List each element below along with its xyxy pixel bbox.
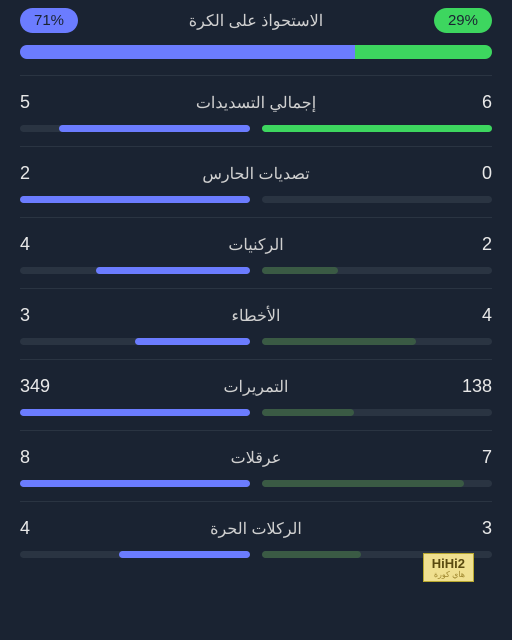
stat-left-value: 349 [20,376,60,397]
watermark-sub: هاي كورة [432,571,465,580]
stat-label: الأخطاء [232,306,281,326]
stat-label: تصديات الحارس [202,164,309,184]
stat-header: 4 الركلات الحرة 3 [20,518,492,539]
stat-right-track [262,125,492,132]
stat-right-value: 0 [452,163,492,184]
watermark: HiHi2 هاي كورة [423,553,474,582]
stat-right-fill [262,267,338,274]
stat-bars [20,267,492,274]
possession-title: الاستحواذ على الكرة [189,11,323,31]
stat-bars [20,338,492,345]
stat-right-fill [262,338,416,345]
stat-label: الركلات الحرة [210,519,302,539]
stat-left-track [20,480,250,487]
stat-left-fill [59,125,250,132]
stat-left-track [20,409,250,416]
stat-right-track [262,267,492,274]
stat-row: 4 الركنيات 2 [20,217,492,288]
stat-row: 349 التمريرات 138 [20,359,492,430]
possession-bar-left [20,45,355,59]
stat-header: 2 تصديات الحارس 0 [20,163,492,184]
stat-left-value: 5 [20,92,60,113]
stat-left-fill [20,409,250,416]
stat-left-track [20,267,250,274]
watermark-main: HiHi2 [432,557,465,571]
stat-right-value: 2 [452,234,492,255]
stat-row: 4 الركلات الحرة 3 [20,501,492,572]
stat-right-track [262,480,492,487]
stat-bars [20,480,492,487]
stat-left-track [20,125,250,132]
stat-right-value: 7 [452,447,492,468]
stat-left-value: 4 [20,518,60,539]
stat-left-fill [135,338,250,345]
stat-row: 3 الأخطاء 4 [20,288,492,359]
stat-row: 2 تصديات الحارس 0 [20,146,492,217]
stat-left-fill [119,551,250,558]
stat-right-fill [262,125,492,132]
stat-bars [20,125,492,132]
possession-header: 71% الاستحواذ على الكرة 29% [20,8,492,33]
stat-header: 349 التمريرات 138 [20,376,492,397]
possession-bar [20,45,492,59]
stat-bars [20,196,492,203]
stat-header: 4 الركنيات 2 [20,234,492,255]
stat-left-fill [96,267,250,274]
stat-label: إجمالي التسديدات [196,93,316,113]
stat-bars [20,409,492,416]
stat-header: 3 الأخطاء 4 [20,305,492,326]
stat-label: التمريرات [223,377,288,397]
stat-right-fill [262,480,464,487]
stat-left-value: 8 [20,447,60,468]
stat-left-track [20,338,250,345]
stat-left-fill [20,480,250,487]
stat-bars [20,551,492,558]
stat-right-value: 4 [452,305,492,326]
stat-right-track [262,338,492,345]
stat-right-value: 3 [452,518,492,539]
stat-header: 8 عرقلات 7 [20,447,492,468]
stat-right-track [262,196,492,203]
stat-header: 5 إجمالي التسديدات 6 [20,92,492,113]
stat-left-track [20,196,250,203]
stat-left-value: 4 [20,234,60,255]
stat-row: 5 إجمالي التسديدات 6 [20,75,492,146]
stat-row: 8 عرقلات 7 [20,430,492,501]
stat-left-value: 2 [20,163,60,184]
stat-right-track [262,409,492,416]
possession-right-percent: 29% [434,8,492,33]
stat-right-fill [262,551,361,558]
stat-left-track [20,551,250,558]
possession-left-percent: 71% [20,8,78,33]
possession-section: 71% الاستحواذ على الكرة 29% [20,8,492,59]
possession-bar-right [355,45,492,59]
stat-right-value: 6 [452,92,492,113]
stat-label: عرقلات [231,448,282,468]
stat-right-value: 138 [452,376,492,397]
stats-container: 5 إجمالي التسديدات 6 2 تصديات الحارس 0 4 الركني… [20,75,492,572]
stat-left-fill [20,196,250,203]
stat-label: الركنيات [228,235,283,255]
stat-right-fill [262,409,354,416]
stat-left-value: 3 [20,305,60,326]
